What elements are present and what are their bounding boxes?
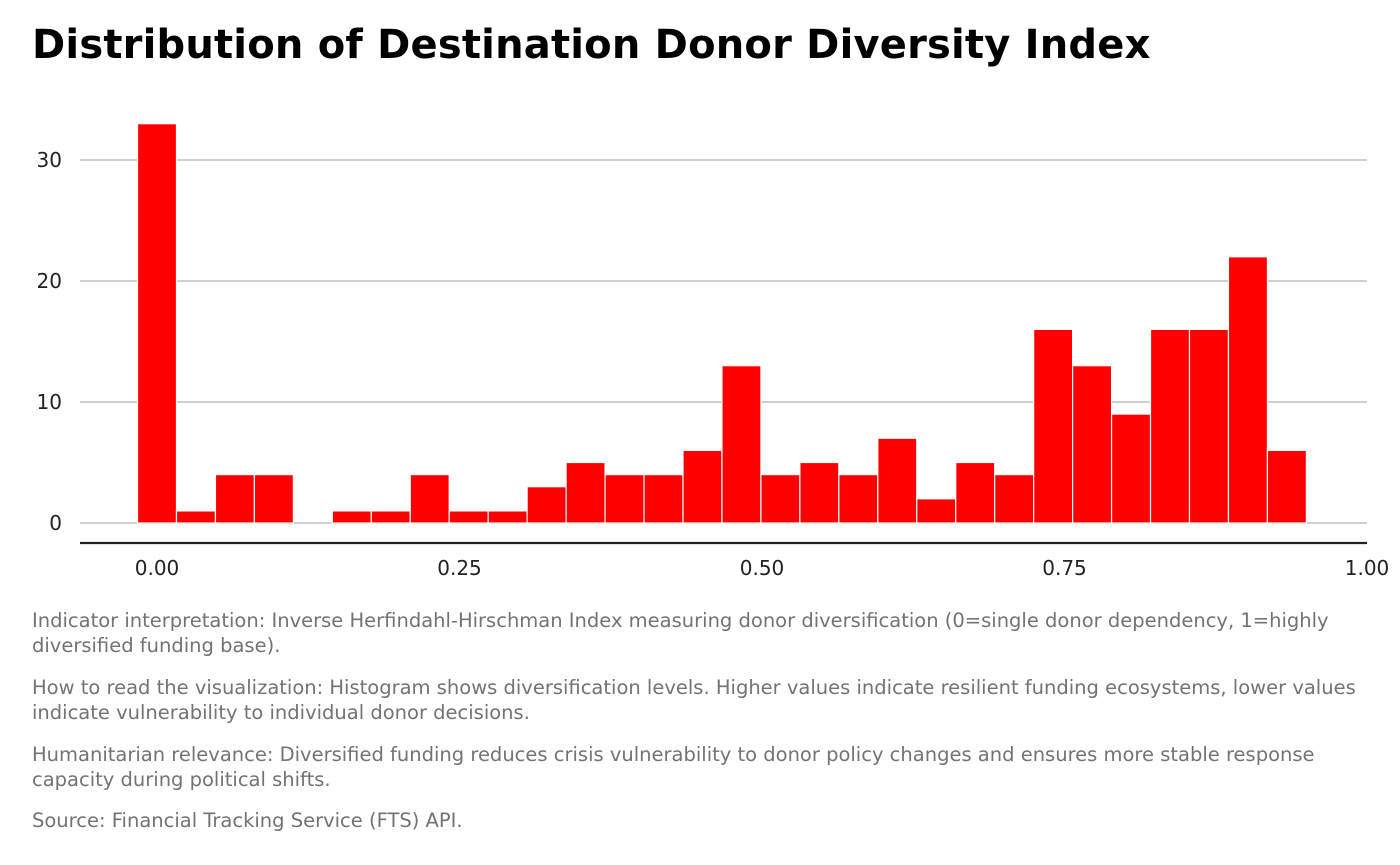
histogram-bar <box>604 474 645 524</box>
histogram-bar <box>331 510 372 524</box>
histogram-bar <box>1227 256 1269 524</box>
histogram-bar <box>1149 328 1191 524</box>
histogram-bar <box>760 474 801 524</box>
histogram-bar <box>1188 328 1230 524</box>
histogram-bar <box>526 486 567 524</box>
histogram-bar <box>721 365 762 524</box>
histogram-bar <box>1033 328 1074 524</box>
caption-indicator-interpretation: Indicator interpretation: Inverse Herfin… <box>32 609 1329 657</box>
caption-source: Source: Financial Tracking Service (FTS)… <box>32 809 463 832</box>
y-tick-label: 30 <box>37 148 62 172</box>
histogram-bar <box>955 461 996 524</box>
y-tick-label: 10 <box>37 390 62 414</box>
histogram-bar <box>799 461 840 524</box>
histogram-bar <box>916 498 957 524</box>
histogram-chart: 0 10 20 30 0.00 0.25 0.50 0.75 1.00 <box>37 123 1390 580</box>
x-tick-label: 0.75 <box>1042 556 1087 580</box>
chart-title: Distribution of Destination Donor Divers… <box>32 22 1151 68</box>
histogram-bar <box>1072 365 1113 524</box>
histogram-bar <box>370 510 411 524</box>
histogram-bar <box>565 461 606 524</box>
y-tick-label: 0 <box>49 511 62 535</box>
histogram-bar <box>448 510 489 524</box>
bars <box>136 123 1307 524</box>
histogram-bar <box>838 474 879 524</box>
histogram-bar <box>214 474 256 524</box>
histogram-bar <box>1110 413 1152 524</box>
histogram-bar <box>877 437 918 524</box>
histogram-bar <box>682 449 723 524</box>
histogram-bar <box>175 510 217 524</box>
axes: 0 10 20 30 0.00 0.25 0.50 0.75 1.00 <box>37 148 1390 580</box>
x-tick-label: 0.00 <box>135 556 180 580</box>
x-tick-label: 0.25 <box>437 556 482 580</box>
x-tick-label: 1.00 <box>1345 556 1390 580</box>
histogram-bar <box>409 474 450 524</box>
histogram-bar <box>253 474 294 524</box>
x-tick-label: 0.50 <box>740 556 785 580</box>
histogram-bar <box>136 123 178 524</box>
histogram-bar <box>1266 449 1307 524</box>
y-tick-label: 20 <box>37 269 62 293</box>
histogram-bar <box>487 510 528 524</box>
caption-how-to-read: How to read the visualization: Histogram… <box>32 676 1356 724</box>
histogram-bar <box>643 474 684 524</box>
caption-humanitarian-relevance: Humanitarian relevance: Diversified fund… <box>32 743 1315 791</box>
histogram-bar <box>994 474 1035 524</box>
